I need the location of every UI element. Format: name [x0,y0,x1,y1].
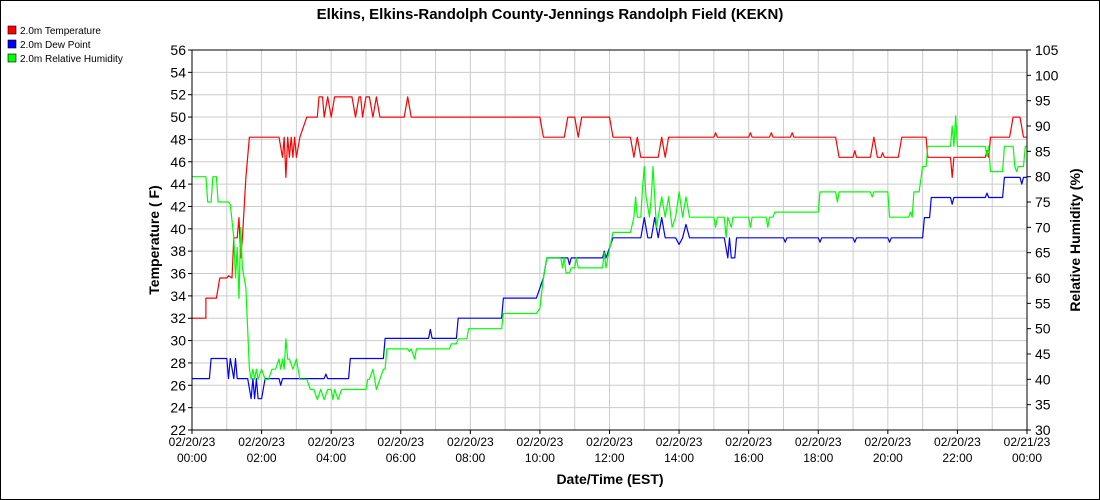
y2-tick-label: 70 [1035,219,1051,235]
y2-tick-label: 50 [1035,321,1051,337]
y-tick-label: 28 [170,355,186,371]
legend-label-0: 2.0m Temperature [20,26,101,37]
legend: 2.0m Temperature 2.0m Dew Point 2.0m Relat… [7,25,123,65]
y-axis-label: Temperature ( F) [146,185,162,294]
x-tick-time: 20:00 [873,451,903,465]
series-lines [192,96,1027,401]
y-tick-label: 26 [170,377,186,393]
y2-tick-label: 75 [1035,194,1051,210]
x-tick-date: 02/20/23 [377,435,424,449]
y-tick-label: 24 [170,400,186,416]
legend-label-2: 2.0m Relative Humidity [20,54,123,65]
x-tick-date: 02/20/23 [238,435,285,449]
x-tick-time: 10:00 [525,451,555,465]
legend-swatch-2 [7,53,17,63]
x-tick-time: 06:00 [386,451,416,465]
y2-tick-label: 100 [1035,67,1059,83]
y-tick-label: 54 [170,64,186,80]
x-tick-time: 04:00 [316,451,346,465]
x-tick-date: 02/20/23 [934,435,981,449]
legend-label-1: 2.0m Dew Point [20,40,91,51]
x-tick-date: 02/20/23 [656,435,703,449]
y-tick-label: 36 [170,266,186,282]
y-tick-label: 46 [170,154,186,170]
y-tick-label: 38 [170,243,186,259]
x-tick-time: 00:00 [177,451,207,465]
x-tick-date: 02/20/23 [517,435,564,449]
y2-tick-label: 95 [1035,93,1051,109]
x-tick-date: 02/20/23 [447,435,494,449]
x-tick-date: 02/20/23 [169,435,216,449]
y-tick-label: 52 [170,87,186,103]
y2-tick-label: 65 [1035,245,1051,261]
series-line-2 [192,115,1027,401]
y2-tick-label: 105 [1035,42,1059,58]
x-tick-date: 02/20/23 [586,435,633,449]
y2-tick-label: 60 [1035,270,1051,286]
y2-tick-label: 40 [1035,371,1051,387]
y-tick-label: 42 [170,198,186,214]
y2-tick-label: 35 [1035,397,1051,413]
x-axis-label: Date/Time (EST) [556,471,663,487]
y2-axis-label: Relative Humidity (%) [1067,168,1083,311]
x-tick-time: 16:00 [734,451,764,465]
y2-tick-label: 45 [1035,346,1051,362]
y-tick-label: 34 [170,288,186,304]
y-tick-label: 44 [170,176,186,192]
y-tick-label: 50 [170,109,186,125]
y2-tick-label: 90 [1035,118,1051,134]
x-tick-time: 00:00 [1012,451,1042,465]
x-tick-date: 02/20/23 [725,435,772,449]
y-tick-label: 56 [170,42,186,58]
y2-tick-label: 80 [1035,169,1051,185]
x-tick-time: 12:00 [594,451,624,465]
x-tick-time: 02:00 [247,451,277,465]
x-tick-time: 14:00 [664,451,694,465]
y-tick-label: 22 [170,422,186,438]
y2-axis-ticks: 30 35 40 45 50 55 60 65 70 75 80 85 90 95 100 105 [1027,42,1059,438]
x-tick-time: 22:00 [942,451,972,465]
x-tick-date: 02/20/23 [308,435,355,449]
series-line-1 [192,176,1027,400]
y-tick-label: 40 [170,221,186,237]
x-tick-date: 02/20/23 [864,435,911,449]
legend-swatch-0 [7,25,17,35]
gridlines [191,49,1028,431]
y-tick-label: 32 [170,310,186,326]
y2-tick-label: 85 [1035,143,1051,159]
x-axis-ticks: 02/20/23 00:00 02/20/23 02:00 02/20/23 04:00 0… [169,430,1051,465]
x-tick-date: 02/21/23 [1004,435,1051,449]
x-tick-date: 02/20/23 [795,435,842,449]
series-line-0 [192,96,1027,319]
legend-swatch-1 [7,39,17,49]
chart-title: Elkins, Elkins-Randolph County-Jennings … [317,6,784,23]
x-tick-time: 08:00 [455,451,485,465]
y-axis-ticks: 22 24 26 28 30 32 34 36 38 40 42 44 46 48 50 52 54 56 [170,42,192,438]
x-tick-time: 18:00 [803,451,833,465]
y-tick-label: 48 [170,131,186,147]
y-tick-label: 30 [170,333,186,349]
y2-tick-label: 55 [1035,295,1051,311]
y2-tick-label: 30 [1035,422,1051,438]
